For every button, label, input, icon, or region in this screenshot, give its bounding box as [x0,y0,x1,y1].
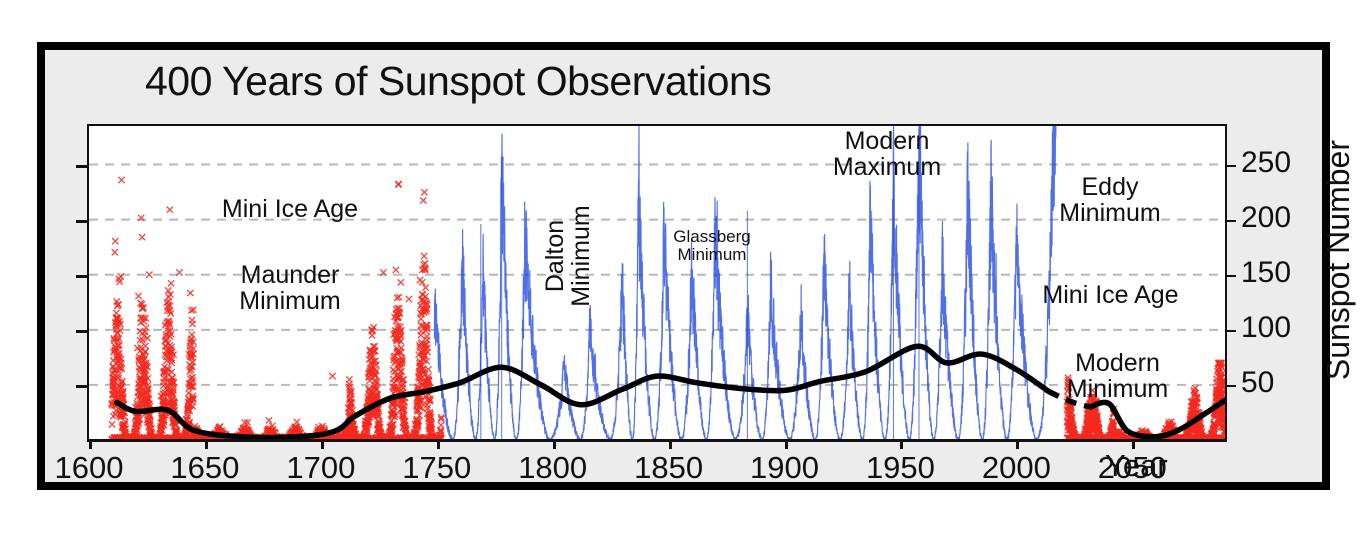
series-envelope-transition-dashed [1047,389,1092,410]
y-axis-label: 50 [1241,365,1275,399]
x-axis-tick [784,440,788,449]
y-axis-tick-left [76,384,87,388]
x-axis-tick [436,440,440,449]
x-axis-label: 2000 [981,450,1051,485]
x-axis-title: Year [1105,448,1168,483]
y-axis-tick-left [76,329,87,333]
x-axis-label: 1950 [865,450,935,485]
plot-area [87,124,1227,442]
x-axis-tick [1132,440,1136,449]
y-axis-tick-left [76,219,87,223]
y-axis-label: 150 [1241,255,1292,289]
x-axis-tick [1016,440,1020,449]
x-axis-label: 1600 [54,450,124,485]
y-axis-label: 200 [1241,200,1292,234]
x-axis-tick [320,440,324,449]
y-axis-tick [1226,329,1236,332]
y-axis-tick-left [76,274,87,278]
y-axis-tick [1226,274,1236,277]
x-axis-tick [204,440,208,449]
y-axis-tick [1226,219,1236,222]
x-axis-label: 1700 [286,450,356,485]
x-axis-label: 1750 [402,450,472,485]
y-axis-tick [1226,384,1236,387]
y-axis-tick [1226,164,1236,167]
x-axis-tick [89,440,92,449]
series-monthly-sunspot-number [433,126,1057,440]
x-axis-label: 2050 [1097,450,1167,485]
chart-title: 400 Years of Sunspot Observations [145,58,772,104]
y-axis-label: 100 [1241,310,1292,344]
figure-frame: 400 Years of Sunspot Observations 50 100 1… [37,42,1356,490]
x-axis-label: 1900 [750,450,819,485]
x-axis-label: 1850 [634,450,704,485]
x-axis-tick [552,440,556,449]
y-axis-title: Sunspot Number [1320,140,1356,381]
x-axis-tick [900,440,904,449]
plot-canvas [89,126,1225,440]
y-axis-label: 250 [1241,145,1292,179]
y-axis-tick-left [76,164,87,168]
x-axis-tick [668,440,672,449]
series-smoothed-envelope [114,343,1052,440]
series-envelope-projection [1087,397,1225,440]
x-axis-label: 1800 [518,450,588,485]
x-axis-label: 1650 [170,450,240,485]
